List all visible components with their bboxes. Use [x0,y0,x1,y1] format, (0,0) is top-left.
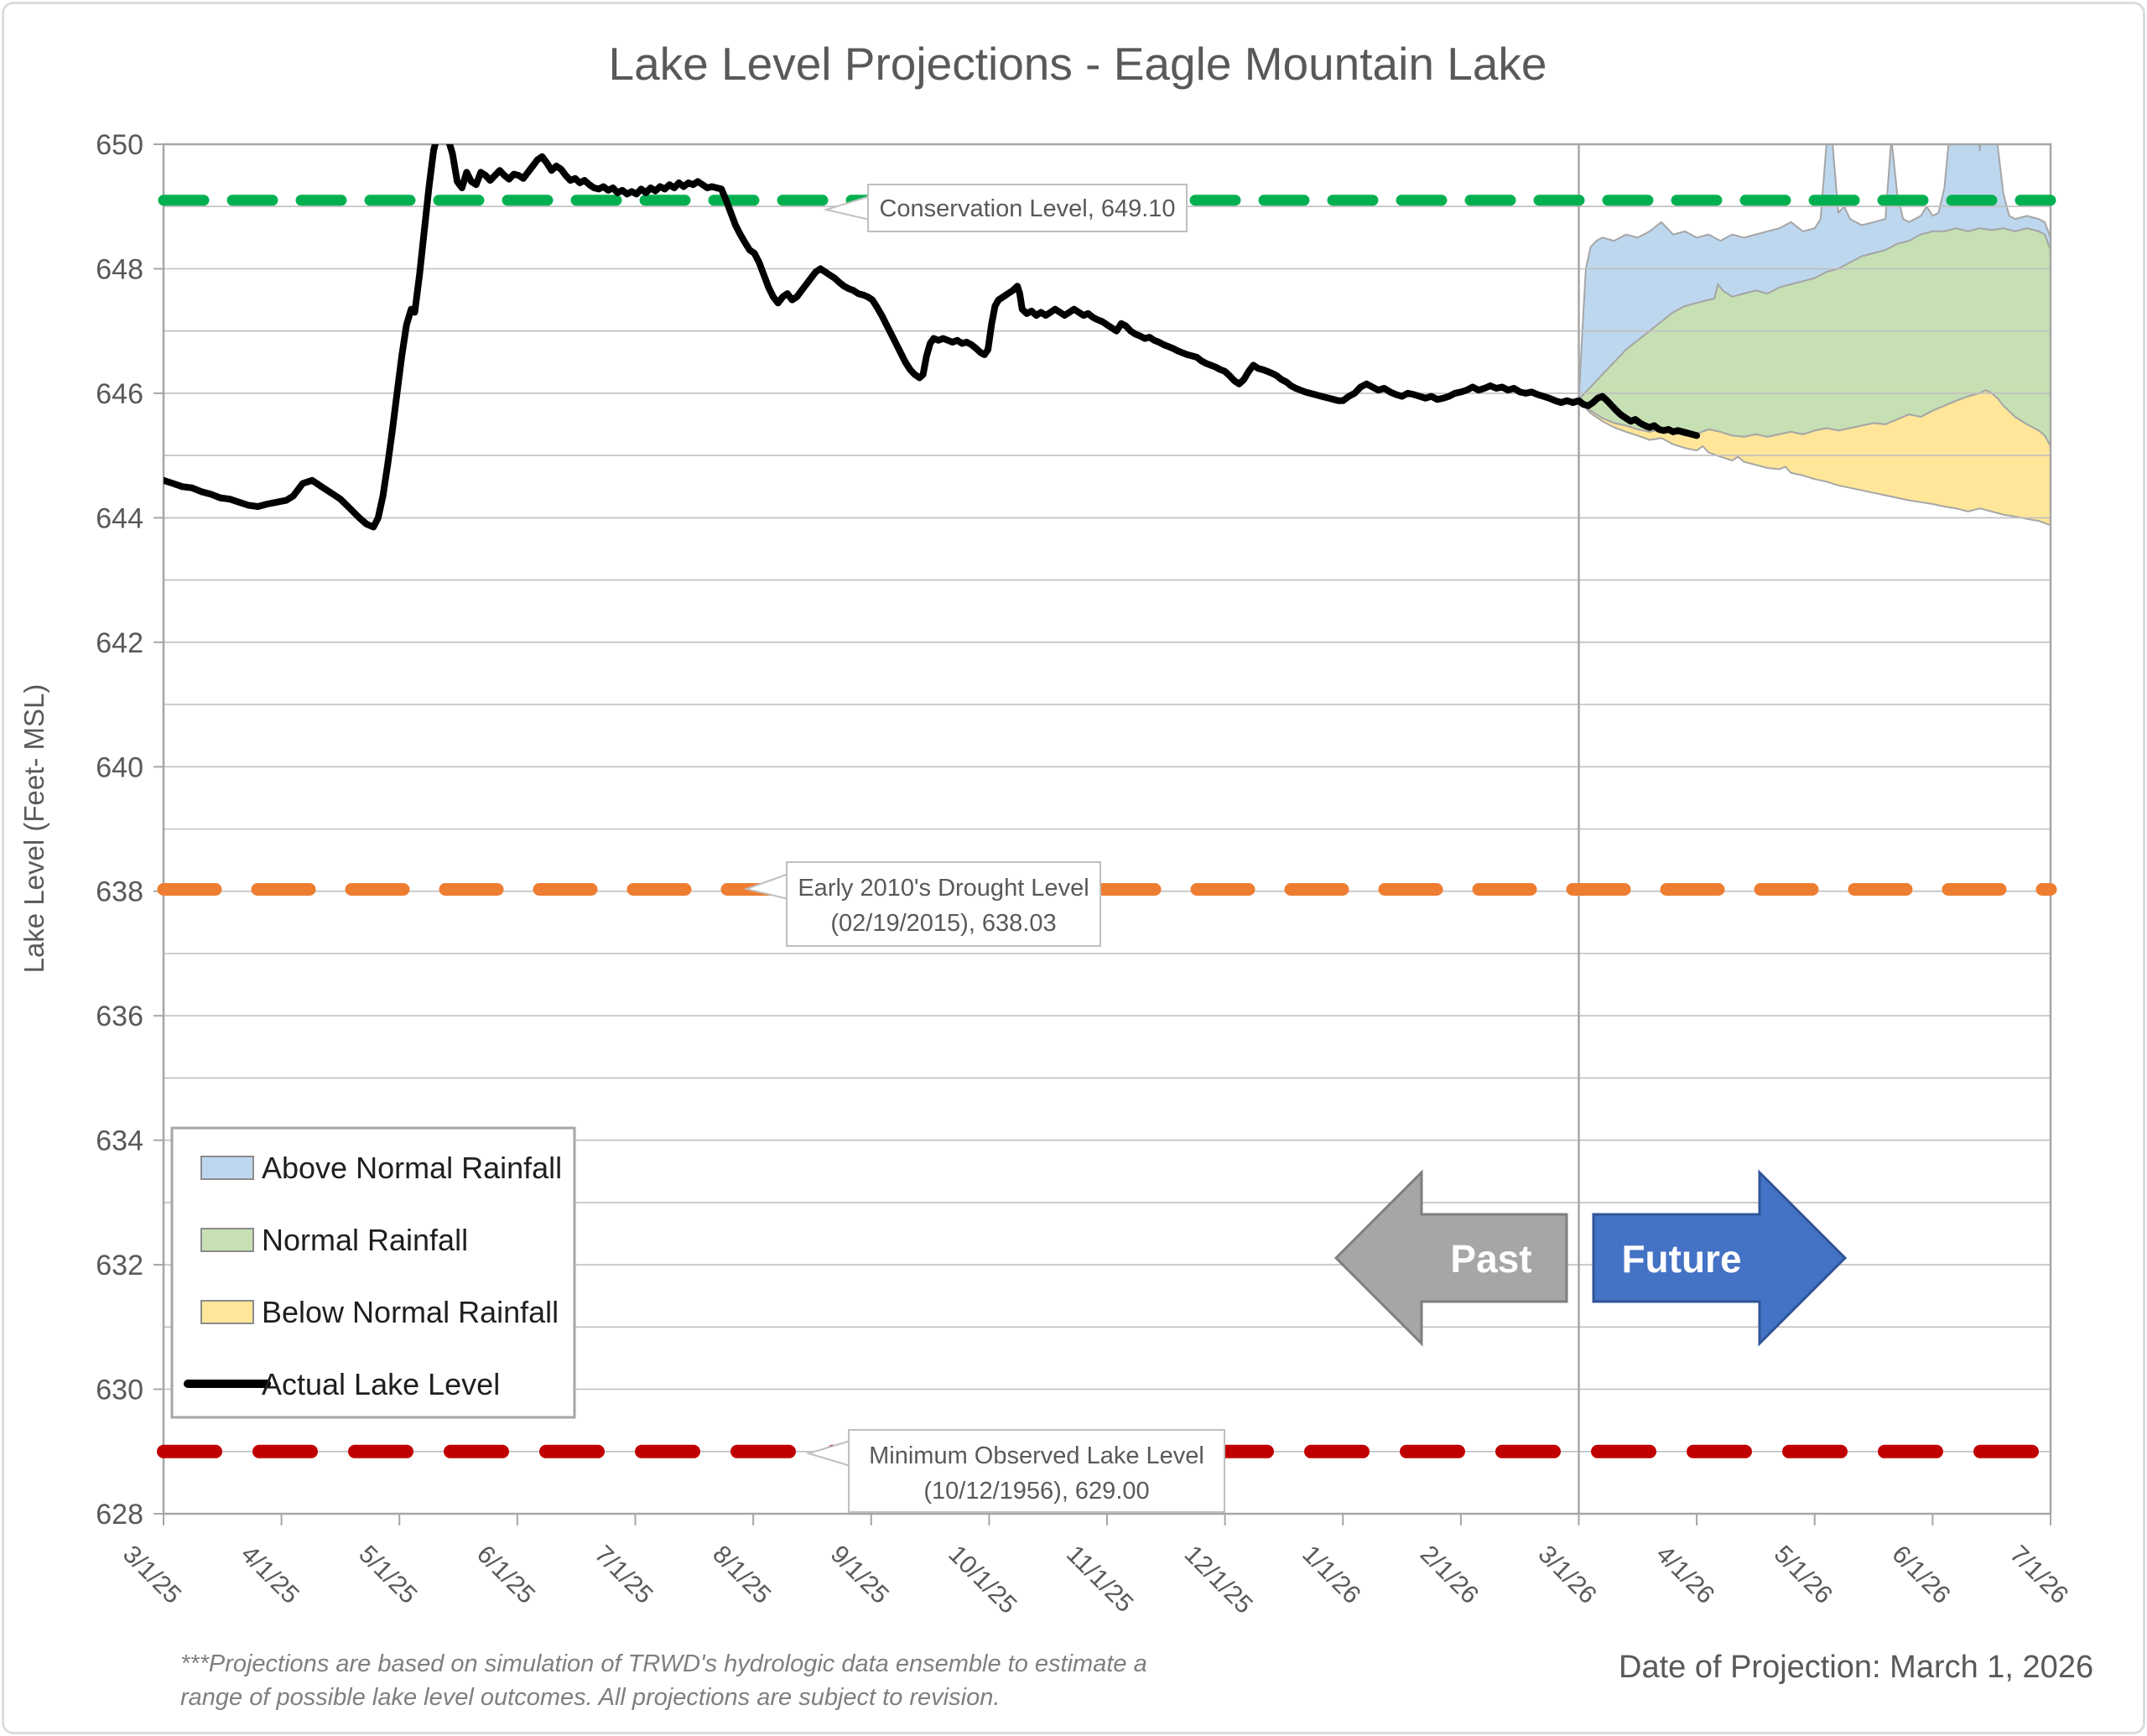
legend-label-above-normal: Above Normal Rainfall [262,1151,562,1185]
legend-swatch-below-normal [200,1300,254,1324]
conservation-level-label: Conservation Level, 649.10 [879,195,1175,222]
callout-box [867,184,1188,232]
y-tick-label: 646 [96,378,143,410]
callout-pointer [805,1439,851,1468]
x-tick-label: 2/1/26 [1415,1541,1484,1609]
y-tick-label: 636 [96,1001,143,1032]
y-tick-label: 650 [96,129,143,161]
x-tick-label: 1/1/26 [1297,1541,1365,1609]
legend-swatch-above-normal [200,1156,254,1180]
footnote-line1: ***Projections are based on simulation o… [180,1650,1147,1677]
y-tick-label: 640 [96,751,143,783]
drought-level-label-line2: (02/19/2015), 638.03 [830,910,1056,937]
band-below-normal [1578,389,2051,527]
legend: Above Normal Rainfall Normal Rainfall Be… [170,1126,576,1419]
footnote-line2: range of possible lake level outcomes. A… [180,1684,1000,1711]
drought-level-callout: Early 2010's Drought Level (02/19/2015),… [743,861,1101,947]
x-tick-label: 5/1/26 [1769,1541,1838,1609]
legend-label-normal: Normal Rainfall [262,1223,468,1257]
past-arrow-label: Past [1450,1237,1531,1281]
x-tick-label: 9/1/25 [825,1541,894,1609]
x-tick-label: 7/1/26 [2004,1541,2073,1609]
actual-lake-level-line [164,144,1701,531]
y-tick-label: 630 [96,1375,143,1406]
past-arrow-shape [1333,1169,1568,1347]
y-tick-label: 628 [96,1499,143,1531]
x-tick-label: 3/1/26 [1533,1541,1602,1609]
x-tick-label: 12/1/25 [1179,1541,1258,1619]
y-tick-label: 634 [96,1125,143,1157]
y-tick-label: 648 [96,254,143,286]
future-arrow: Future [1592,1169,1848,1347]
x-tick-label: 7/1/25 [590,1541,658,1609]
y-axis-title: Lake Level (Feet- MSL) [18,684,49,974]
legend-label-below-normal: Below Normal Rainfall [262,1295,559,1329]
minimum-observed-label-line2: (10/12/1956), 629.00 [923,1478,1149,1505]
projection-date-label: Date of Projection: March 1, 2026 [1619,1650,2093,1685]
x-tick-label: 6/1/25 [471,1541,540,1609]
y-tick-label: 642 [96,627,143,659]
projection-bands [1578,144,2051,527]
minimum-observed-callout: Minimum Observed Lake Level (10/12/1956)… [805,1429,1225,1513]
legend-swatch-normal [200,1228,254,1252]
past-arrow: Past [1333,1169,1568,1347]
chart-title: Lake Level Projections - Eagle Mountain … [608,38,1547,90]
minimum-observed-label-line1: Minimum Observed Lake Level [869,1442,1204,1469]
conservation-level-callout: Conservation Level, 649.10 [823,184,1188,232]
x-tick-label: 8/1/25 [707,1541,776,1609]
y-tick-label: 632 [96,1250,143,1281]
future-arrow-shape [1592,1169,1848,1347]
x-tick-label: 3/1/25 [117,1541,186,1609]
future-arrow-label: Future [1621,1237,1741,1281]
y-tick-label: 644 [96,502,143,534]
x-tick-label: 6/1/26 [1886,1541,1955,1609]
callout-box [786,861,1101,947]
x-tick-label: 10/1/25 [943,1541,1022,1619]
x-tick-label: 11/1/25 [1061,1541,1139,1619]
actual-lake-level-series [164,144,1701,531]
y-tick-label: 638 [96,876,143,908]
drought-level-label-line1: Early 2010's Drought Level [798,875,1089,902]
legend-label-actual: Actual Lake Level [262,1367,500,1401]
x-tick-label: 5/1/25 [353,1541,422,1609]
x-tick-label: 4/1/25 [236,1541,304,1609]
reference-lines [157,195,2057,1458]
callout-box [848,1429,1225,1513]
x-tick-label: 4/1/26 [1651,1541,1719,1609]
